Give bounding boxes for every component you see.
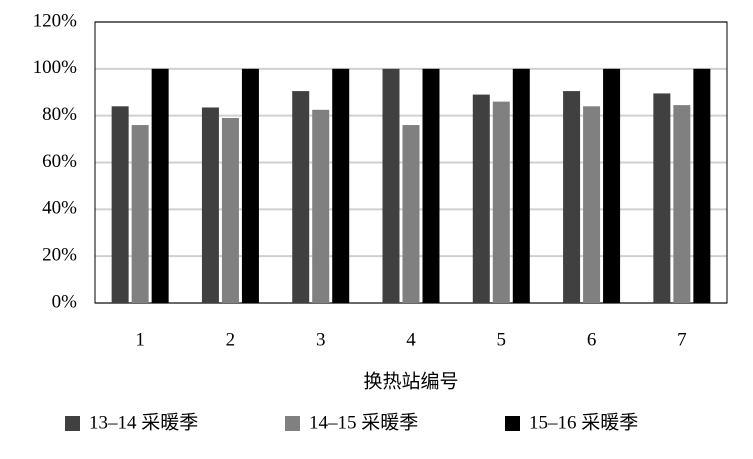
x-tick-label: 1 xyxy=(135,329,145,350)
bar xyxy=(312,109,330,303)
bar xyxy=(472,94,490,303)
bar xyxy=(111,106,129,303)
legend-label: 13–14 采暖季 xyxy=(89,411,198,433)
bar xyxy=(653,93,671,303)
y-tick-label: 120% xyxy=(33,10,78,31)
x-axis-title: 换热站编号 xyxy=(363,370,458,392)
bar xyxy=(332,68,350,303)
bar xyxy=(151,68,169,303)
y-tick-label: 40% xyxy=(42,198,77,219)
bar xyxy=(241,68,259,303)
bar xyxy=(492,101,510,303)
y-tick-label: 100% xyxy=(33,57,78,78)
legend-swatch xyxy=(505,416,520,431)
bar xyxy=(693,68,711,303)
bar xyxy=(221,118,239,303)
x-tick-label: 4 xyxy=(406,329,416,350)
bar xyxy=(131,125,149,304)
y-tick-label: 20% xyxy=(42,245,77,266)
bar xyxy=(583,106,601,303)
y-tick-label: 60% xyxy=(42,151,77,172)
bar xyxy=(512,68,530,303)
x-tick-label: 6 xyxy=(587,329,597,350)
legend-swatch xyxy=(65,416,80,431)
x-tick-label: 3 xyxy=(316,329,326,350)
y-tick-label: 0% xyxy=(52,291,78,312)
bar xyxy=(563,91,581,304)
x-tick-label: 7 xyxy=(677,329,687,350)
bar xyxy=(292,91,310,304)
legend-label: 15–16 采暖季 xyxy=(529,411,638,433)
bar xyxy=(603,68,621,303)
legend-label: 14–15 采暖季 xyxy=(309,411,418,433)
y-tick-label: 80% xyxy=(42,104,77,125)
bar xyxy=(382,68,400,303)
x-tick-label: 5 xyxy=(497,329,507,350)
bar xyxy=(673,105,691,303)
bar xyxy=(201,107,219,304)
legend-swatch xyxy=(285,416,300,431)
bar xyxy=(402,125,420,304)
bar xyxy=(422,68,440,303)
x-tick-label: 2 xyxy=(226,329,236,350)
